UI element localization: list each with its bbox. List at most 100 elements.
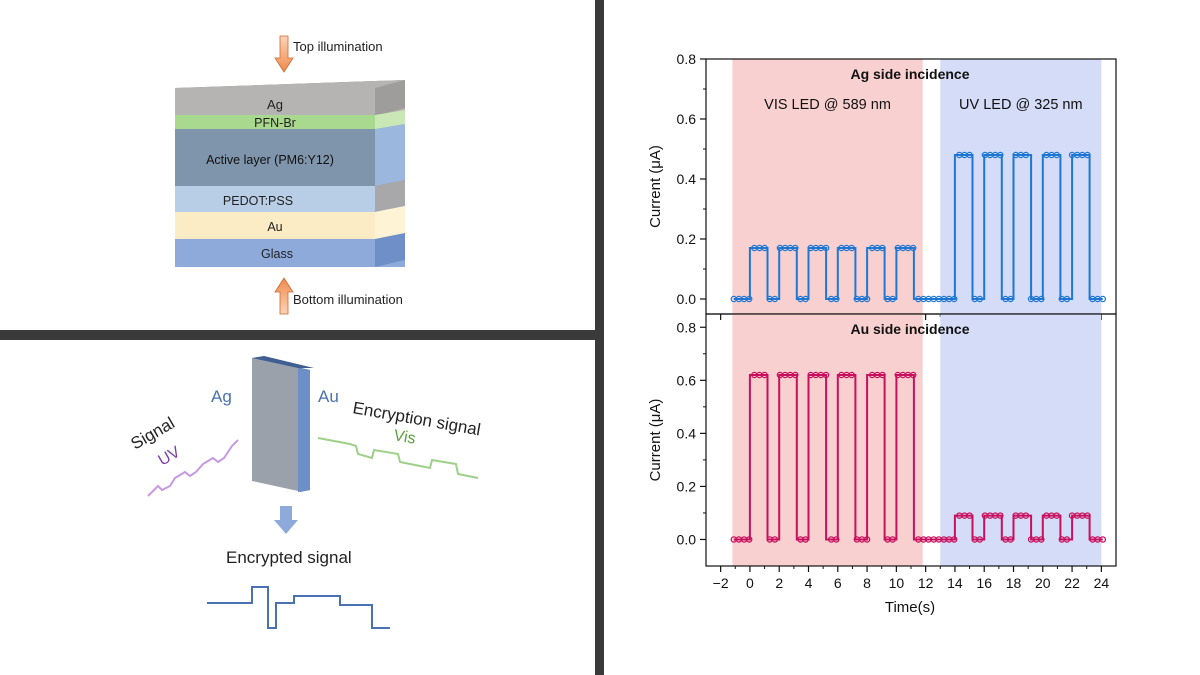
panel2-marker: [976, 536, 984, 543]
panel2-ytick-label: 0.6: [677, 372, 697, 388]
panel1-marker: [889, 295, 896, 303]
panel1-region-2: [940, 59, 1102, 314]
panel2-xtick-label: 20: [1035, 575, 1051, 591]
layer-active-label: Active layer (PM6:Y12): [206, 153, 334, 167]
panel2-title: Au side incidence: [850, 321, 969, 337]
layer-pfn-br: PFN-Br: [175, 110, 405, 130]
top-illumination-arrow-icon: [274, 35, 294, 73]
panel1-marker: [833, 295, 840, 303]
panel2-marker: [879, 371, 886, 379]
panel2-ytick-label: 0.4: [677, 425, 697, 441]
panel1-marker: [1084, 151, 1091, 159]
panel2-xtick-label: 18: [1006, 575, 1022, 591]
panel1-marker: [950, 295, 958, 303]
panel2-xtick-label: 14: [947, 575, 963, 591]
panel2-marker: [997, 512, 1004, 519]
panel1-marker: [1053, 151, 1060, 159]
uv-signal-wave: [147, 439, 239, 497]
panel2-xtick-label: 12: [918, 575, 934, 591]
panel2-xtick-label: 22: [1064, 575, 1080, 591]
panel1-marker: [863, 295, 871, 303]
panel2-marker: [1038, 536, 1045, 543]
panel1-marker: [909, 244, 917, 252]
panel1-marker: [761, 244, 768, 252]
au-face-label: Au: [318, 387, 339, 406]
panel1-marker: [1038, 295, 1045, 303]
encryption-schematic: Ag Au Signal UV Encryption signal Vis En…: [128, 356, 482, 629]
panel2-region-2: [940, 314, 1102, 566]
panel1-marker: [879, 244, 886, 252]
encrypted-signal-label: Encrypted signal: [226, 548, 352, 567]
panel1-marker: [966, 151, 973, 159]
panel1-marker: [822, 244, 830, 252]
bottom-illumination-label: Bottom illumination: [293, 292, 403, 307]
panel2-marker: [792, 371, 799, 379]
panel2-marker: [745, 536, 753, 543]
panel2-marker: [822, 371, 830, 379]
layer-stack: Ag PFN-Br Active layer (PM6:Y12) PEDOT:P…: [175, 80, 405, 267]
panel2-xtick-label: 2: [775, 575, 783, 591]
panel2-xtick-label: 0: [746, 575, 754, 591]
panel2-xtick-label: 6: [834, 575, 842, 591]
uv-label: UV: [156, 443, 184, 469]
panel2-marker: [1099, 536, 1107, 543]
layer-au: Au: [175, 206, 405, 239]
panel2-marker: [802, 536, 809, 543]
panel2-xtick-label: 10: [889, 575, 905, 591]
panel2-xtick-label: 16: [976, 575, 992, 591]
down-arrow-icon: [274, 506, 298, 534]
panel1-marker: [1007, 295, 1014, 303]
layer-pedot-label: PEDOT:PSS: [223, 194, 293, 208]
panel2-ylabel: Current (μA): [647, 399, 664, 482]
panel2-marker: [1007, 536, 1014, 543]
panel2-ytick-label: 0.2: [677, 478, 697, 494]
device-stack-diagram: Top illumination Ag PFN-Br Active layer …: [175, 35, 405, 315]
panel2-xtick-label: 4: [805, 575, 813, 591]
panel1-marker: [848, 244, 855, 252]
layer-ag-label: Ag: [267, 97, 283, 112]
panel1-marker: [1063, 295, 1071, 303]
panel1-marker: [792, 244, 799, 252]
panel1-marker: [745, 295, 753, 303]
panel1-region-1: [732, 59, 923, 314]
panel1-region-1-label: VIS LED @ 589 nm: [764, 97, 891, 113]
panel1-marker: [771, 295, 779, 303]
panel1-marker: [1099, 295, 1107, 303]
panel2-marker: [771, 536, 779, 543]
panel1-ylabel: Current (μA): [647, 145, 664, 228]
panel2-region-1: [732, 314, 923, 566]
panel2-xtick-label: −2: [713, 575, 729, 591]
panel1-marker: [997, 151, 1004, 159]
panel2-xlabel: Time(s): [885, 599, 935, 616]
encrypted-signal-wave: [207, 586, 390, 629]
panel1-ytick-label: 0.6: [677, 111, 697, 127]
panel2-ytick-label: 0.8: [677, 319, 697, 335]
encryption-signal-label: Encryption signal: [351, 398, 482, 439]
photocurrent-chart: VIS LED @ 589 nm UV LED @ 325 nm Ag side i…: [647, 51, 1117, 616]
panel2-marker: [909, 371, 917, 379]
panel1-ytick-label: 0.8: [677, 51, 697, 67]
panel2-marker: [848, 371, 855, 379]
panel2-marker: [950, 536, 958, 543]
layer-au-label: Au: [267, 220, 282, 234]
panel2-marker: [761, 371, 768, 379]
bottom-illumination-arrow-icon: [274, 277, 294, 315]
ag-face-label: Ag: [211, 387, 232, 406]
layer-ag: Ag: [175, 80, 405, 116]
layer-pfn-br-label: PFN-Br: [254, 116, 296, 130]
device-slab: [252, 356, 314, 492]
panel1-ytick-label: 0.4: [677, 171, 697, 187]
panel2-marker: [1022, 512, 1030, 519]
panel1-title: Ag side incidence: [850, 66, 969, 82]
panel1-marker: [1022, 151, 1030, 159]
vis-label: Vis: [392, 427, 417, 448]
panel1-region-2-label: UV LED @ 325 nm: [959, 97, 1083, 113]
panel2-xtick-label: 24: [1094, 575, 1110, 591]
panel2-marker: [1063, 536, 1071, 543]
panel2-marker: [889, 536, 896, 543]
vis-signal-wave: [317, 437, 479, 479]
panel2-ytick-label: 0.0: [677, 531, 697, 547]
panel1-marker: [976, 295, 984, 303]
panel1-ytick-label: 0.0: [677, 291, 697, 307]
layer-pedot: PEDOT:PSS: [175, 180, 405, 212]
